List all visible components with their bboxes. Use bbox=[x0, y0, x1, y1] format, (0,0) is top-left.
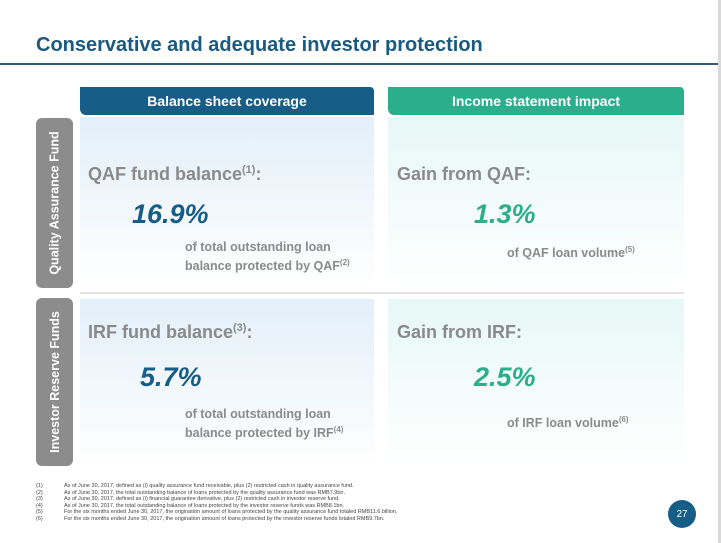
footnote-ref: (5) bbox=[625, 245, 635, 254]
metric-label: Gain from IRF: bbox=[397, 322, 522, 342]
metric-label: IRF fund balance(3): bbox=[88, 322, 253, 342]
metric-description: of QAF loan volume(5) bbox=[507, 245, 635, 261]
footnote-ref: (1) bbox=[242, 164, 256, 176]
metric-label: Gain from QAF: bbox=[397, 164, 531, 184]
footnote-item: (1) As of June 30, 2017, defined as (i) q… bbox=[36, 483, 354, 489]
metric-description: of total outstanding loan balance protec… bbox=[185, 240, 350, 274]
metric-label: QAF fund balance(1): bbox=[88, 164, 262, 184]
metric-value: 2.5% bbox=[474, 362, 536, 392]
slide-right-border bbox=[718, 0, 721, 543]
panel-qaf-balance: QAF fund balance(1): 16.9% of total outs… bbox=[80, 117, 374, 287]
footnote-ref: (3) bbox=[233, 322, 247, 334]
row-label-investor-reserve-funds: Investor Reserve Funds bbox=[36, 298, 73, 466]
footnote-item: (4) As of June 30, 2017, the total outsta… bbox=[36, 502, 345, 509]
metric-description: of IRF loan volume(6) bbox=[507, 415, 629, 431]
footnotes: (1) As of June 30, 2017, defined as (i) q… bbox=[36, 483, 397, 522]
column-header-label: Income statement impact bbox=[451, 93, 621, 109]
metric-description: of total outstanding loan balance protec… bbox=[185, 407, 344, 441]
row-label-quality-assurance-fund: Quality Assurance Fund bbox=[36, 118, 73, 288]
footnote-ref: (6) bbox=[618, 415, 629, 424]
footnote-item: (5) For the six months ended June 30, 201… bbox=[36, 509, 398, 515]
row-label-text: Investor Reserve Funds bbox=[47, 311, 62, 453]
metric-value: 5.7% bbox=[140, 362, 202, 392]
page-number-badge: 27 bbox=[668, 500, 696, 528]
footnote-item: (2) As of June 30, 2017, the total outsta… bbox=[36, 489, 345, 496]
column-header-label: Balance sheet coverage bbox=[147, 93, 307, 109]
row-label-text: Quality Assurance Fund bbox=[47, 131, 62, 275]
title-divider bbox=[0, 63, 718, 65]
footnote-ref: (2) bbox=[339, 258, 350, 267]
footnote-item: (3) As of June 30, 2017, defined as (i) f… bbox=[36, 496, 340, 502]
slide-title: Conservative and adequate investor prote… bbox=[36, 34, 483, 56]
metric-value: 1.3% bbox=[474, 199, 536, 229]
panel-irf-balance: IRF fund balance(3): 5.7% of total outst… bbox=[80, 299, 374, 467]
metric-value: 16.9% bbox=[132, 199, 209, 229]
column-header-balance-sheet: Balance sheet coverage bbox=[80, 87, 374, 115]
panel-irf-gain: Gain from IRF: 2.5% of IRF loan volume(6… bbox=[388, 299, 684, 467]
footnote-ref: (4) bbox=[333, 425, 344, 434]
footnote-item: (6) For the six months ended June 30, 201… bbox=[36, 515, 385, 522]
column-header-income-statement: Income statement impact bbox=[388, 87, 684, 115]
panel-qaf-gain: Gain from QAF: 1.3% of QAF loan volume(5… bbox=[388, 117, 684, 287]
row-divider bbox=[80, 292, 684, 294]
